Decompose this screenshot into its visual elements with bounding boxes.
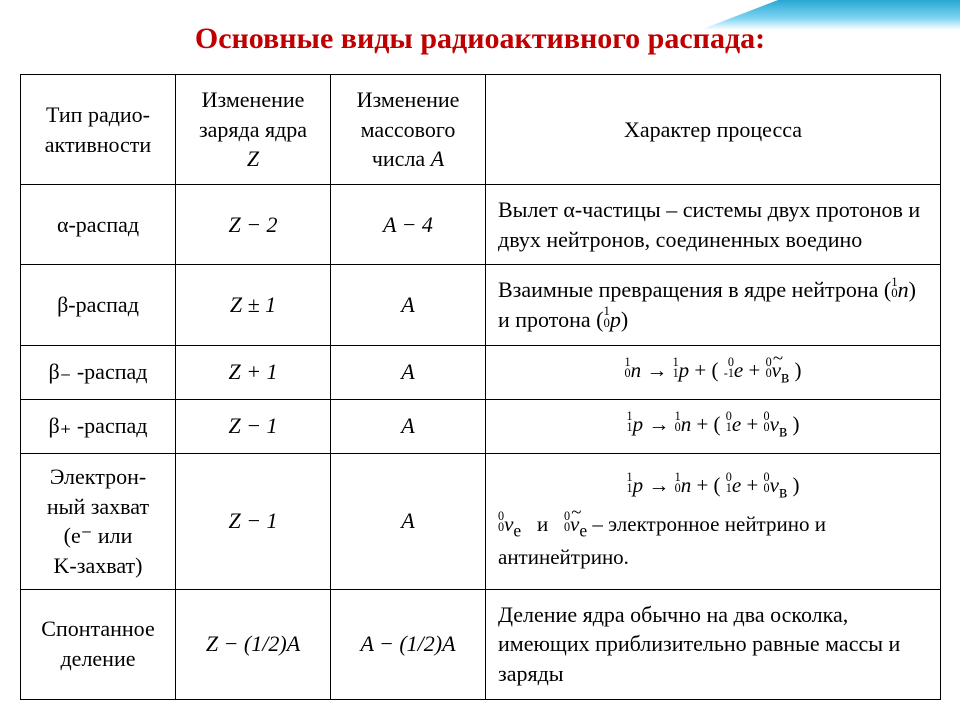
cell-type: Электрон- ный захват (e⁻ или K-захват): [21, 453, 176, 589]
row-spontaneous: Спонтанное деление Z − (1/2)A A − (1/2)A…: [21, 589, 941, 699]
cell-type: α-распад: [21, 185, 176, 265]
cell-da: A − (1/2)A: [331, 589, 486, 699]
cell-dz: Z ± 1: [176, 265, 331, 345]
cell-da: A: [331, 265, 486, 345]
cell-type: Спонтанное деление: [21, 589, 176, 699]
col-da: Изменение массового числа A: [331, 75, 486, 185]
cell-type: β₋ -распад: [21, 345, 176, 399]
row-beta-minus: β₋ -распад Z + 1 A 10n → 11p + ( 0-1e + …: [21, 345, 941, 399]
cell-formula: 10n → 11p + ( 0-1e + 00νв ): [486, 345, 941, 399]
cell-dz: Z + 1: [176, 345, 331, 399]
row-electron-capture: Электрон- ный захват (e⁻ или K-захват) Z…: [21, 453, 941, 589]
col-dz: Изменение заряда ядра Z: [176, 75, 331, 185]
cell-desc: Взаимные превращения в ядре нейтрона (10…: [486, 265, 941, 345]
cell-da: A: [331, 399, 486, 453]
cell-dz: Z − 2: [176, 185, 331, 265]
cell-desc: Вылет α-частицы – системы двух протонов …: [486, 185, 941, 265]
col-desc: Характер процесса: [486, 75, 941, 185]
cell-formula: 11p → 10n + ( 01e + 00νв ): [486, 399, 941, 453]
table-header-row: Тип радио-активности Изменение заряда яд…: [21, 75, 941, 185]
cell-dz: Z − 1: [176, 399, 331, 453]
cell-dz: Z − (1/2)A: [176, 589, 331, 699]
cell-da: A − 4: [331, 185, 486, 265]
cell-desc: Деление ядра обычно на два осколка, имею…: [486, 589, 941, 699]
cell-type: β-распад: [21, 265, 176, 345]
cell-dz: Z − 1: [176, 453, 331, 589]
cell-da: A: [331, 345, 486, 399]
col-type: Тип радио-активности: [21, 75, 176, 185]
cell-type: β₊ -распад: [21, 399, 176, 453]
row-alpha: α-распад Z − 2 A − 4 Вылет α-частицы – с…: [21, 185, 941, 265]
decay-table: Тип радио-активности Изменение заряда яд…: [20, 74, 941, 700]
row-beta-plus: β₊ -распад Z − 1 A 11p → 10n + ( 01e + 0…: [21, 399, 941, 453]
cell-da: A: [331, 453, 486, 589]
row-beta: β-распад Z ± 1 A Взаимные превращения в …: [21, 265, 941, 345]
cell-formula: 11p → 10n + ( 01e + 00νв ) 00νe и 00νe –…: [486, 453, 941, 589]
